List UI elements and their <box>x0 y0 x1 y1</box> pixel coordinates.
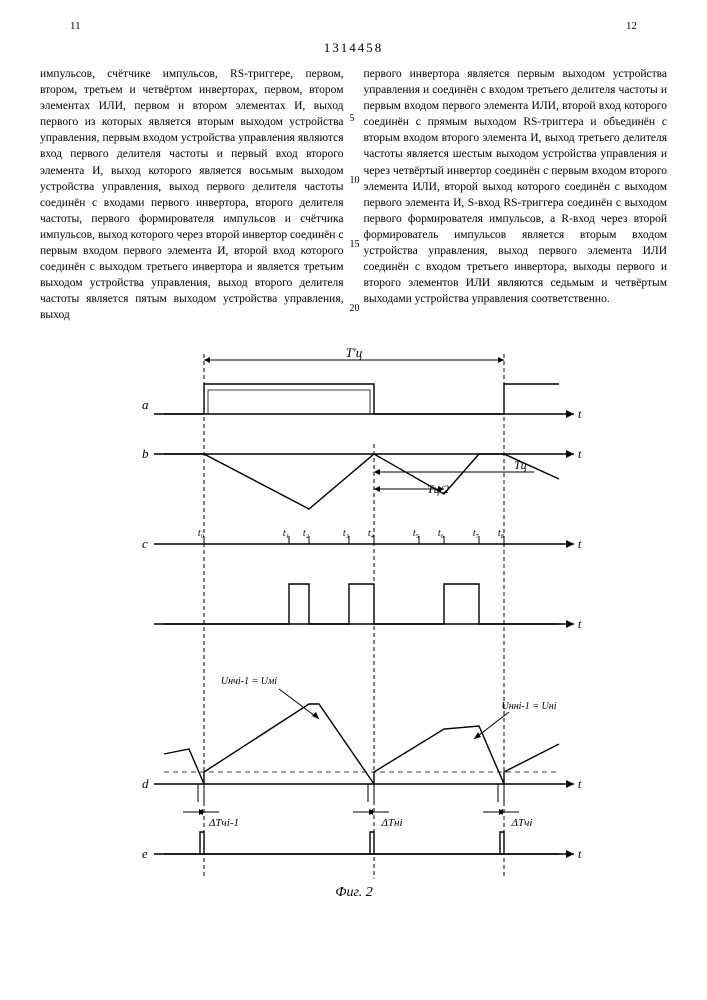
svg-text:t: t <box>578 777 582 791</box>
svg-text:t₀: t₀ <box>197 528 204 539</box>
svg-text:t₇: t₇ <box>472 528 479 539</box>
svg-text:T′ц: T′ц <box>345 345 362 360</box>
svg-text:t₄: t₄ <box>367 528 374 539</box>
diagram-svg: T′ц a t b t Tц Tц/2 c t t₀ t₁ t₂ t₃ t₄ t₅ t₆ t₇ t₈ t Uнчi-1… <box>114 344 594 904</box>
svg-text:b: b <box>142 446 149 461</box>
svg-text:c: c <box>142 536 148 551</box>
line-num: 10 <box>350 174 360 188</box>
left-col-text: импульсов, счётчике импульсов, RS-тригге… <box>40 68 344 321</box>
svg-text:t: t <box>578 407 582 421</box>
right-column: 5 10 15 20 первого инвертора является пе… <box>364 66 668 324</box>
svg-text:ΔTнi: ΔTнi <box>380 817 402 829</box>
svg-text:Uнчi-1 = Uмi: Uнчi-1 = Uмi <box>220 676 276 687</box>
right-col-text: первого инвертора является первым выходо… <box>364 68 668 305</box>
svg-text:t: t <box>578 617 582 631</box>
svg-text:t₆: t₆ <box>437 528 444 539</box>
svg-text:t₈: t₈ <box>497 528 504 539</box>
svg-text:t: t <box>578 537 582 551</box>
svg-text:Tц: Tц <box>514 458 527 472</box>
page-num-left: 11 <box>70 20 81 32</box>
line-num: 20 <box>350 302 360 316</box>
svg-text:Tц/2: Tц/2 <box>427 482 449 496</box>
page: 11 12 1314458 импульсов, счётчике импуль… <box>0 0 707 1000</box>
svg-text:ΔTчi: ΔTчi <box>510 817 532 829</box>
svg-text:t₅: t₅ <box>412 528 419 539</box>
doc-number: 1314458 <box>40 40 667 56</box>
svg-text:Uннi-1 = Uнi: Uннi-1 = Uнi <box>501 701 556 712</box>
svg-text:d: d <box>142 776 149 791</box>
svg-text:t₂: t₂ <box>302 528 309 539</box>
svg-text:t: t <box>578 447 582 461</box>
timing-diagram: T′ц a t b t Tц Tц/2 c t t₀ t₁ t₂ t₃ t₄ t₅ t₆ t₇ t₈ t Uнчi-1… <box>40 344 667 904</box>
svg-text:a: a <box>142 397 149 412</box>
text-columns: импульсов, счётчике импульсов, RS-тригге… <box>40 66 667 324</box>
page-num-right: 12 <box>626 20 637 32</box>
svg-text:ΔTчi-1: ΔTчi-1 <box>207 817 238 829</box>
svg-text:e: e <box>142 846 148 861</box>
line-num: 5 <box>350 112 355 126</box>
svg-text:Фиг. 2: Фиг. 2 <box>335 885 373 900</box>
svg-text:t₁: t₁ <box>282 528 288 539</box>
svg-text:t: t <box>578 847 582 861</box>
left-column: импульсов, счётчике импульсов, RS-тригге… <box>40 66 344 324</box>
line-num: 15 <box>350 238 360 252</box>
svg-text:t₃: t₃ <box>342 528 349 539</box>
page-header: 11 12 <box>40 20 667 32</box>
